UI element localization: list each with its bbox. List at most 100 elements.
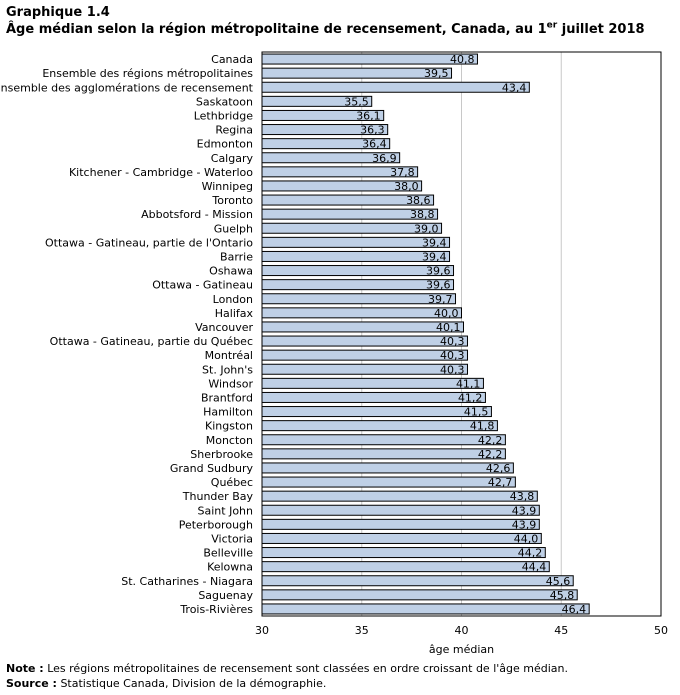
value-label: 43,4 [502,81,527,94]
value-label: 39,0 [414,222,439,235]
bar [261,265,455,277]
category-label: Lethbridge [194,109,254,122]
value-label: 36,1 [356,109,381,122]
category-label: Thunder Bay [182,490,254,503]
bar [261,575,574,587]
gridlines [361,52,562,616]
value-label: 38,6 [406,194,431,207]
category-label: Kingston [205,420,253,433]
category-label: Québec [211,476,253,489]
category-label: Ottawa - Gatineau [152,279,253,292]
value-label: 36,9 [372,152,397,165]
note-label: Note : [6,662,44,675]
chart-title: Âge médian selon la région métropolitain… [6,21,645,38]
bar [261,363,468,375]
bars [261,53,590,615]
value-label: 44,4 [522,561,547,574]
category-label: Calgary [211,152,254,165]
value-label: 41,2 [458,391,483,404]
category-label: Saskatoon [196,95,253,108]
value-label: 36,3 [360,124,385,137]
category-label: Trois-Rivières [179,603,253,616]
category-label: Belleville [203,547,253,560]
category-label: Regina [215,124,253,137]
category-label: Ottawa - Gatineau, partie de l'Ontario [45,236,253,249]
x-axis-label: âge médian [429,643,494,656]
category-label: Vancouver [195,321,253,334]
category-label: Guelph [214,222,253,235]
chart-heading: Graphique 1.4 Âge médian selon la région… [6,4,645,38]
category-label: Grand Sudbury [170,462,254,475]
bar [261,406,492,418]
chart-kicker: Graphique 1.4 [6,5,110,20]
category-label: Kitchener - Cambridge - Waterloo [69,166,253,179]
value-label: 39,6 [426,265,451,278]
chart-title-tail: juillet 2018 [557,22,645,37]
value-label: 45,6 [546,575,571,588]
category-label: Winnipeg [202,180,253,193]
category-label: Ottawa - Gatineau, partie du Québec [50,335,253,348]
value-label: 37,8 [390,166,415,179]
bar [261,504,540,516]
bar [261,377,484,389]
bar [261,518,540,530]
note-line: Note : Les régions métropolitaines de re… [6,661,568,676]
value-label: 46,4 [562,603,587,616]
bar [261,349,468,361]
category-label: Sherbrooke [190,448,253,461]
bar [261,547,546,559]
bar [261,321,464,333]
value-label: 39,6 [426,279,451,292]
value-label: 42,7 [488,476,513,489]
category-label: Windsor [208,377,253,390]
value-label: 39,4 [422,250,447,263]
x-tick-label: 50 [654,624,668,637]
x-tick-label: 30 [255,624,269,637]
bar [261,561,550,573]
value-label: 35,5 [344,95,369,108]
value-label: 38,8 [410,208,435,221]
value-label: 40,1 [436,321,461,334]
category-label: St. John's [202,363,253,376]
value-label: 43,8 [510,490,535,503]
chart-title-main: Âge médian selon la région métropolitain… [6,22,547,37]
chart-title-superscript: er [546,20,558,31]
bar [261,391,486,403]
category-label: Oshawa [209,265,253,278]
category-label: London [213,293,253,306]
value-label: 40,8 [450,53,475,66]
category-label: Brantford [201,391,253,404]
bar [261,603,590,615]
category-label: Saguenay [198,589,253,602]
value-label: 43,9 [512,504,537,517]
source-line: Source : Statistique Canada, Division de… [6,676,568,691]
category-label: Montréal [205,349,253,362]
x-tick-label: 40 [455,624,469,637]
bar [261,476,516,488]
x-tick-label: 35 [355,624,369,637]
value-label: 39,4 [422,236,447,249]
x-tick-label: 45 [554,624,568,637]
category-label: Kelowna [207,561,253,574]
bar [261,279,455,291]
category-label: Barrie [220,250,253,263]
bar [261,532,542,544]
category-label: Peterborough [179,518,253,531]
category-label: Hamilton [203,406,253,419]
value-labels: 40,839,5 43,4 35,536,1 36,336,436,937,838,0… [344,53,586,616]
value-label: 40,3 [440,363,465,376]
value-label: 42,2 [478,448,503,461]
bar [261,420,498,432]
value-label: 41,1 [456,377,481,390]
category-label: Moncton [206,434,253,447]
bar [261,293,457,305]
value-label: 40,3 [440,335,465,348]
category-label: Abbotsford - Mission [141,208,253,221]
bar [261,490,538,502]
category-label: Edmonton [197,138,253,151]
bar [261,53,478,65]
category-label: Toronto [211,194,253,207]
category-label: Ensemble des régions métropolitaines [42,67,253,80]
